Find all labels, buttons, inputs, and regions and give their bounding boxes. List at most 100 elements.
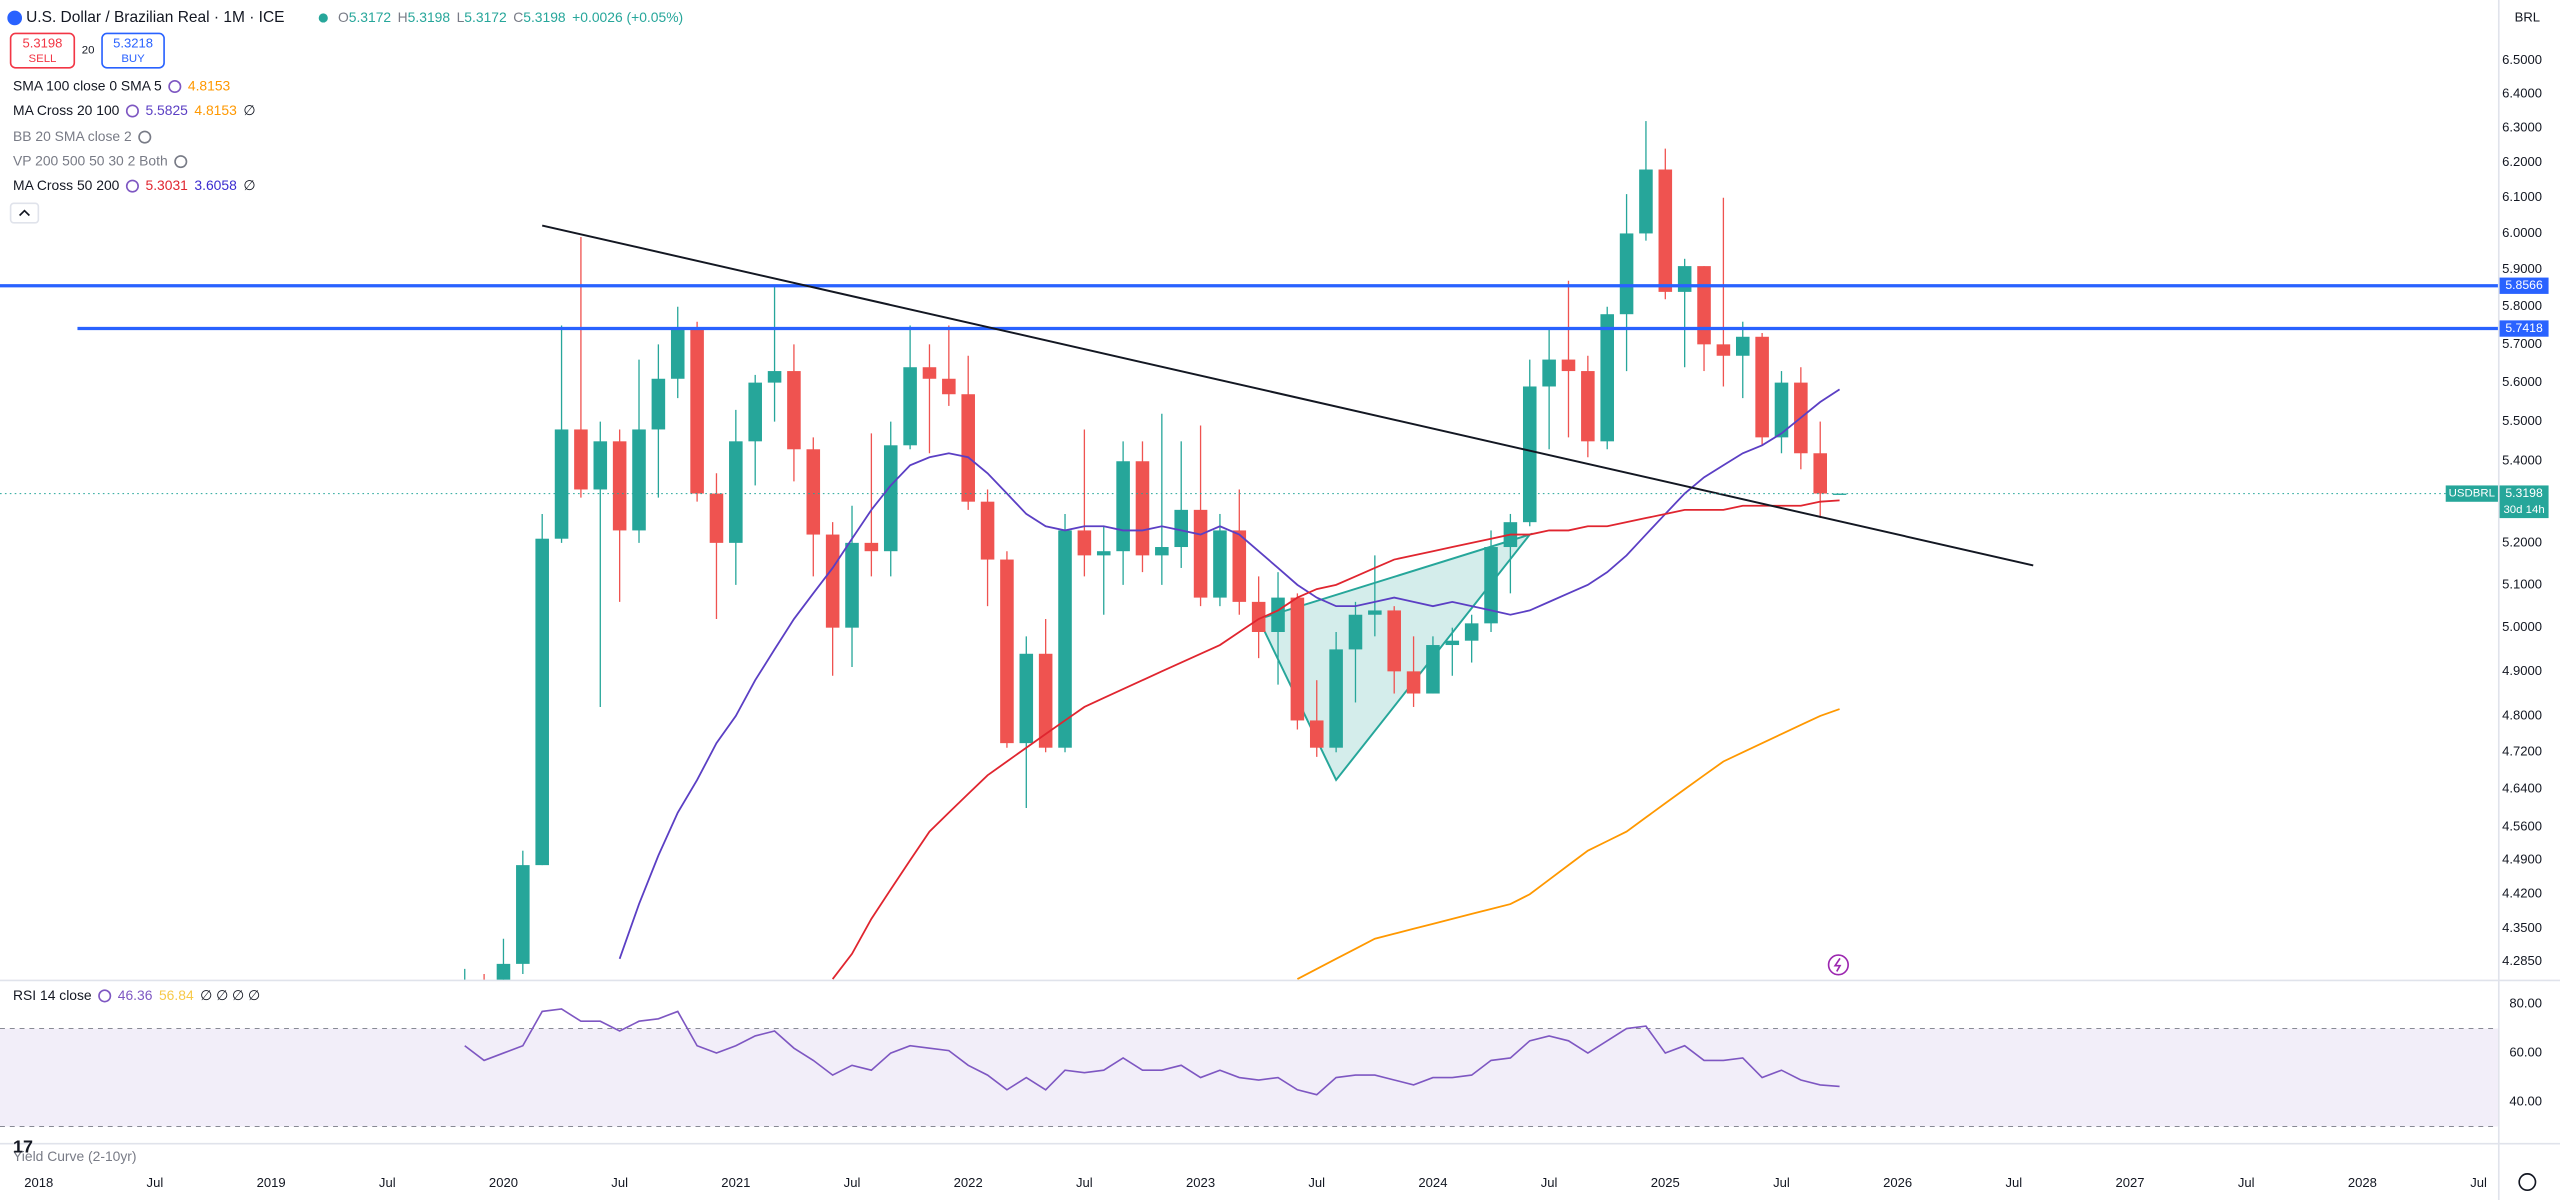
x-tick-label: Jul — [379, 1175, 396, 1190]
candle-body — [1561, 359, 1576, 372]
x-tick-label: Jul — [2238, 1175, 2255, 1190]
x-tick-label: 2024 — [1418, 1175, 1447, 1190]
x-tick-label: 2026 — [1883, 1175, 1912, 1190]
rsi-tick-label: 60.00 — [2509, 1045, 2542, 1060]
x-tick-label: Jul — [1773, 1175, 1790, 1190]
candle-body — [1077, 530, 1092, 556]
candle-body — [883, 445, 898, 552]
indicator-value: ∅ ∅ ∅ ∅ — [200, 987, 260, 1003]
price-pane — [0, 121, 2498, 980]
candle-body — [496, 963, 511, 980]
x-tick-label: 2028 — [2348, 1175, 2377, 1190]
y-tick-label: 4.9000 — [2502, 663, 2542, 678]
symbol-title[interactable]: U.S. Dollar / Brazilian Real · 1M · ICE — [26, 9, 284, 26]
indicator-value: 46.36 — [118, 987, 153, 1003]
y-tick-label: 4.2850 — [2502, 953, 2542, 968]
candle-body — [1464, 623, 1479, 641]
buy-button[interactable] — [101, 32, 165, 69]
candle-body — [729, 441, 743, 543]
y-tick-label: 5.1000 — [2502, 576, 2542, 591]
candle-body — [1096, 551, 1111, 556]
ma-line — [831, 499, 1840, 980]
candle-body — [1619, 233, 1634, 315]
x-tick-label: Jul — [1308, 1175, 1325, 1190]
x-tick-label: 2022 — [954, 1175, 983, 1190]
candle-body — [1232, 530, 1247, 602]
candle-body — [1522, 386, 1537, 523]
candle-body — [1774, 382, 1789, 438]
currency[interactable]: BRL — [2515, 9, 2540, 24]
buy-price: 5.3218 — [113, 36, 153, 51]
indicator-legend: MA Cross 20 100 5.5825 4.8153 ∅ — [13, 102, 255, 118]
indicator-icon — [125, 179, 139, 193]
level-label: 5.7418 — [2505, 321, 2543, 335]
ohlc: O5.3172 H5.3198 L5.3172 C5.3198 +0.0026 (+0.… — [338, 9, 683, 25]
x-tick-label: 2020 — [489, 1175, 518, 1190]
tv-logo[interactable]: 17 — [13, 1136, 33, 1156]
candle-body — [670, 329, 685, 379]
candle-body — [1832, 493, 1847, 495]
indicator-value: 4.8153 — [194, 102, 237, 118]
y-tick-label: 4.5600 — [2502, 818, 2542, 833]
level-label-bg — [2499, 320, 2549, 337]
indicator-legend: VP 200 500 50 30 2 Both — [13, 152, 168, 168]
indicator-value: 3.6058 — [194, 177, 237, 193]
x-tick-label: 2025 — [1651, 1175, 1680, 1190]
y-tick-label: 4.7200 — [2502, 744, 2542, 759]
candle-body — [825, 534, 840, 628]
x-tick-label: Jul — [1541, 1175, 1558, 1190]
indicator-legend: RSI 14 close 46.36 56.84 ∅ ∅ ∅ ∅ — [13, 987, 260, 1003]
rsi-tick-label: 80.00 — [2509, 996, 2542, 1011]
settings-icon[interactable] — [2518, 1173, 2537, 1192]
rsi-tick-label: 40.00 — [2509, 1093, 2542, 1108]
candle-body — [1677, 266, 1692, 292]
sell-price: 5.3198 — [22, 36, 62, 51]
rsi-band — [0, 1028, 2498, 1127]
candle-body — [593, 441, 608, 490]
trendline — [541, 224, 2034, 567]
candle-body — [1542, 359, 1556, 387]
rsi-line — [464, 1008, 1840, 1096]
candle-body — [1155, 547, 1169, 556]
candle-body — [1000, 559, 1014, 744]
x-tick-label: Jul — [2006, 1175, 2023, 1190]
footer-indicator: Yield Curve (2-10yr) — [13, 1148, 136, 1164]
candle-body — [1135, 461, 1150, 556]
ma-line — [618, 388, 1841, 960]
y-tick-label: 5.7000 — [2502, 336, 2542, 351]
level-label-bg — [2499, 277, 2549, 294]
candle-body — [1348, 614, 1363, 650]
indicator-value: 5.5825 — [145, 102, 188, 118]
axes: 6.5000 6.4000 6.3000 6.2000 6.1000 6.0000 5.90… — [13, 52, 2549, 1190]
candle-body — [1600, 314, 1614, 442]
y-tick-label: 6.3000 — [2502, 119, 2542, 134]
indicator-legend: SMA 100 close 0 SMA 5 4.8153 — [13, 77, 230, 93]
candle-body — [1445, 640, 1460, 646]
indicator-value: ∅ — [243, 177, 255, 193]
x-tick-label: Jul — [2470, 1175, 2487, 1190]
indicator-name: SMA 100 close 0 SMA 5 — [13, 77, 162, 93]
indicator-legend: MA Cross 50 200 5.3031 3.6058 ∅ — [13, 177, 255, 193]
ma-line — [1296, 708, 1840, 980]
indicator-icon — [138, 130, 152, 144]
candle-body — [554, 429, 569, 539]
candle-body — [535, 538, 549, 866]
candle-body — [1213, 530, 1227, 598]
candle-body — [1639, 169, 1653, 234]
countdown: 30d 14h — [2503, 504, 2544, 516]
candle-body — [1251, 601, 1266, 632]
indicator-icon — [174, 155, 188, 169]
rsi-pane — [0, 1008, 2498, 1127]
y-tick-label: 6.1000 — [2502, 189, 2542, 204]
candle-body — [748, 382, 762, 442]
candle-body — [612, 441, 627, 531]
y-tick-label: 5.6000 — [2502, 374, 2542, 389]
y-tick-label: 4.4900 — [2502, 852, 2542, 867]
candle-body — [1716, 344, 1731, 356]
last-price-label: 5.3198 — [2505, 486, 2543, 500]
sell-button[interactable] — [9, 32, 76, 69]
collapse-button[interactable] — [9, 202, 40, 224]
y-tick-label: 4.6400 — [2502, 781, 2542, 796]
candle-body — [1193, 509, 1208, 598]
